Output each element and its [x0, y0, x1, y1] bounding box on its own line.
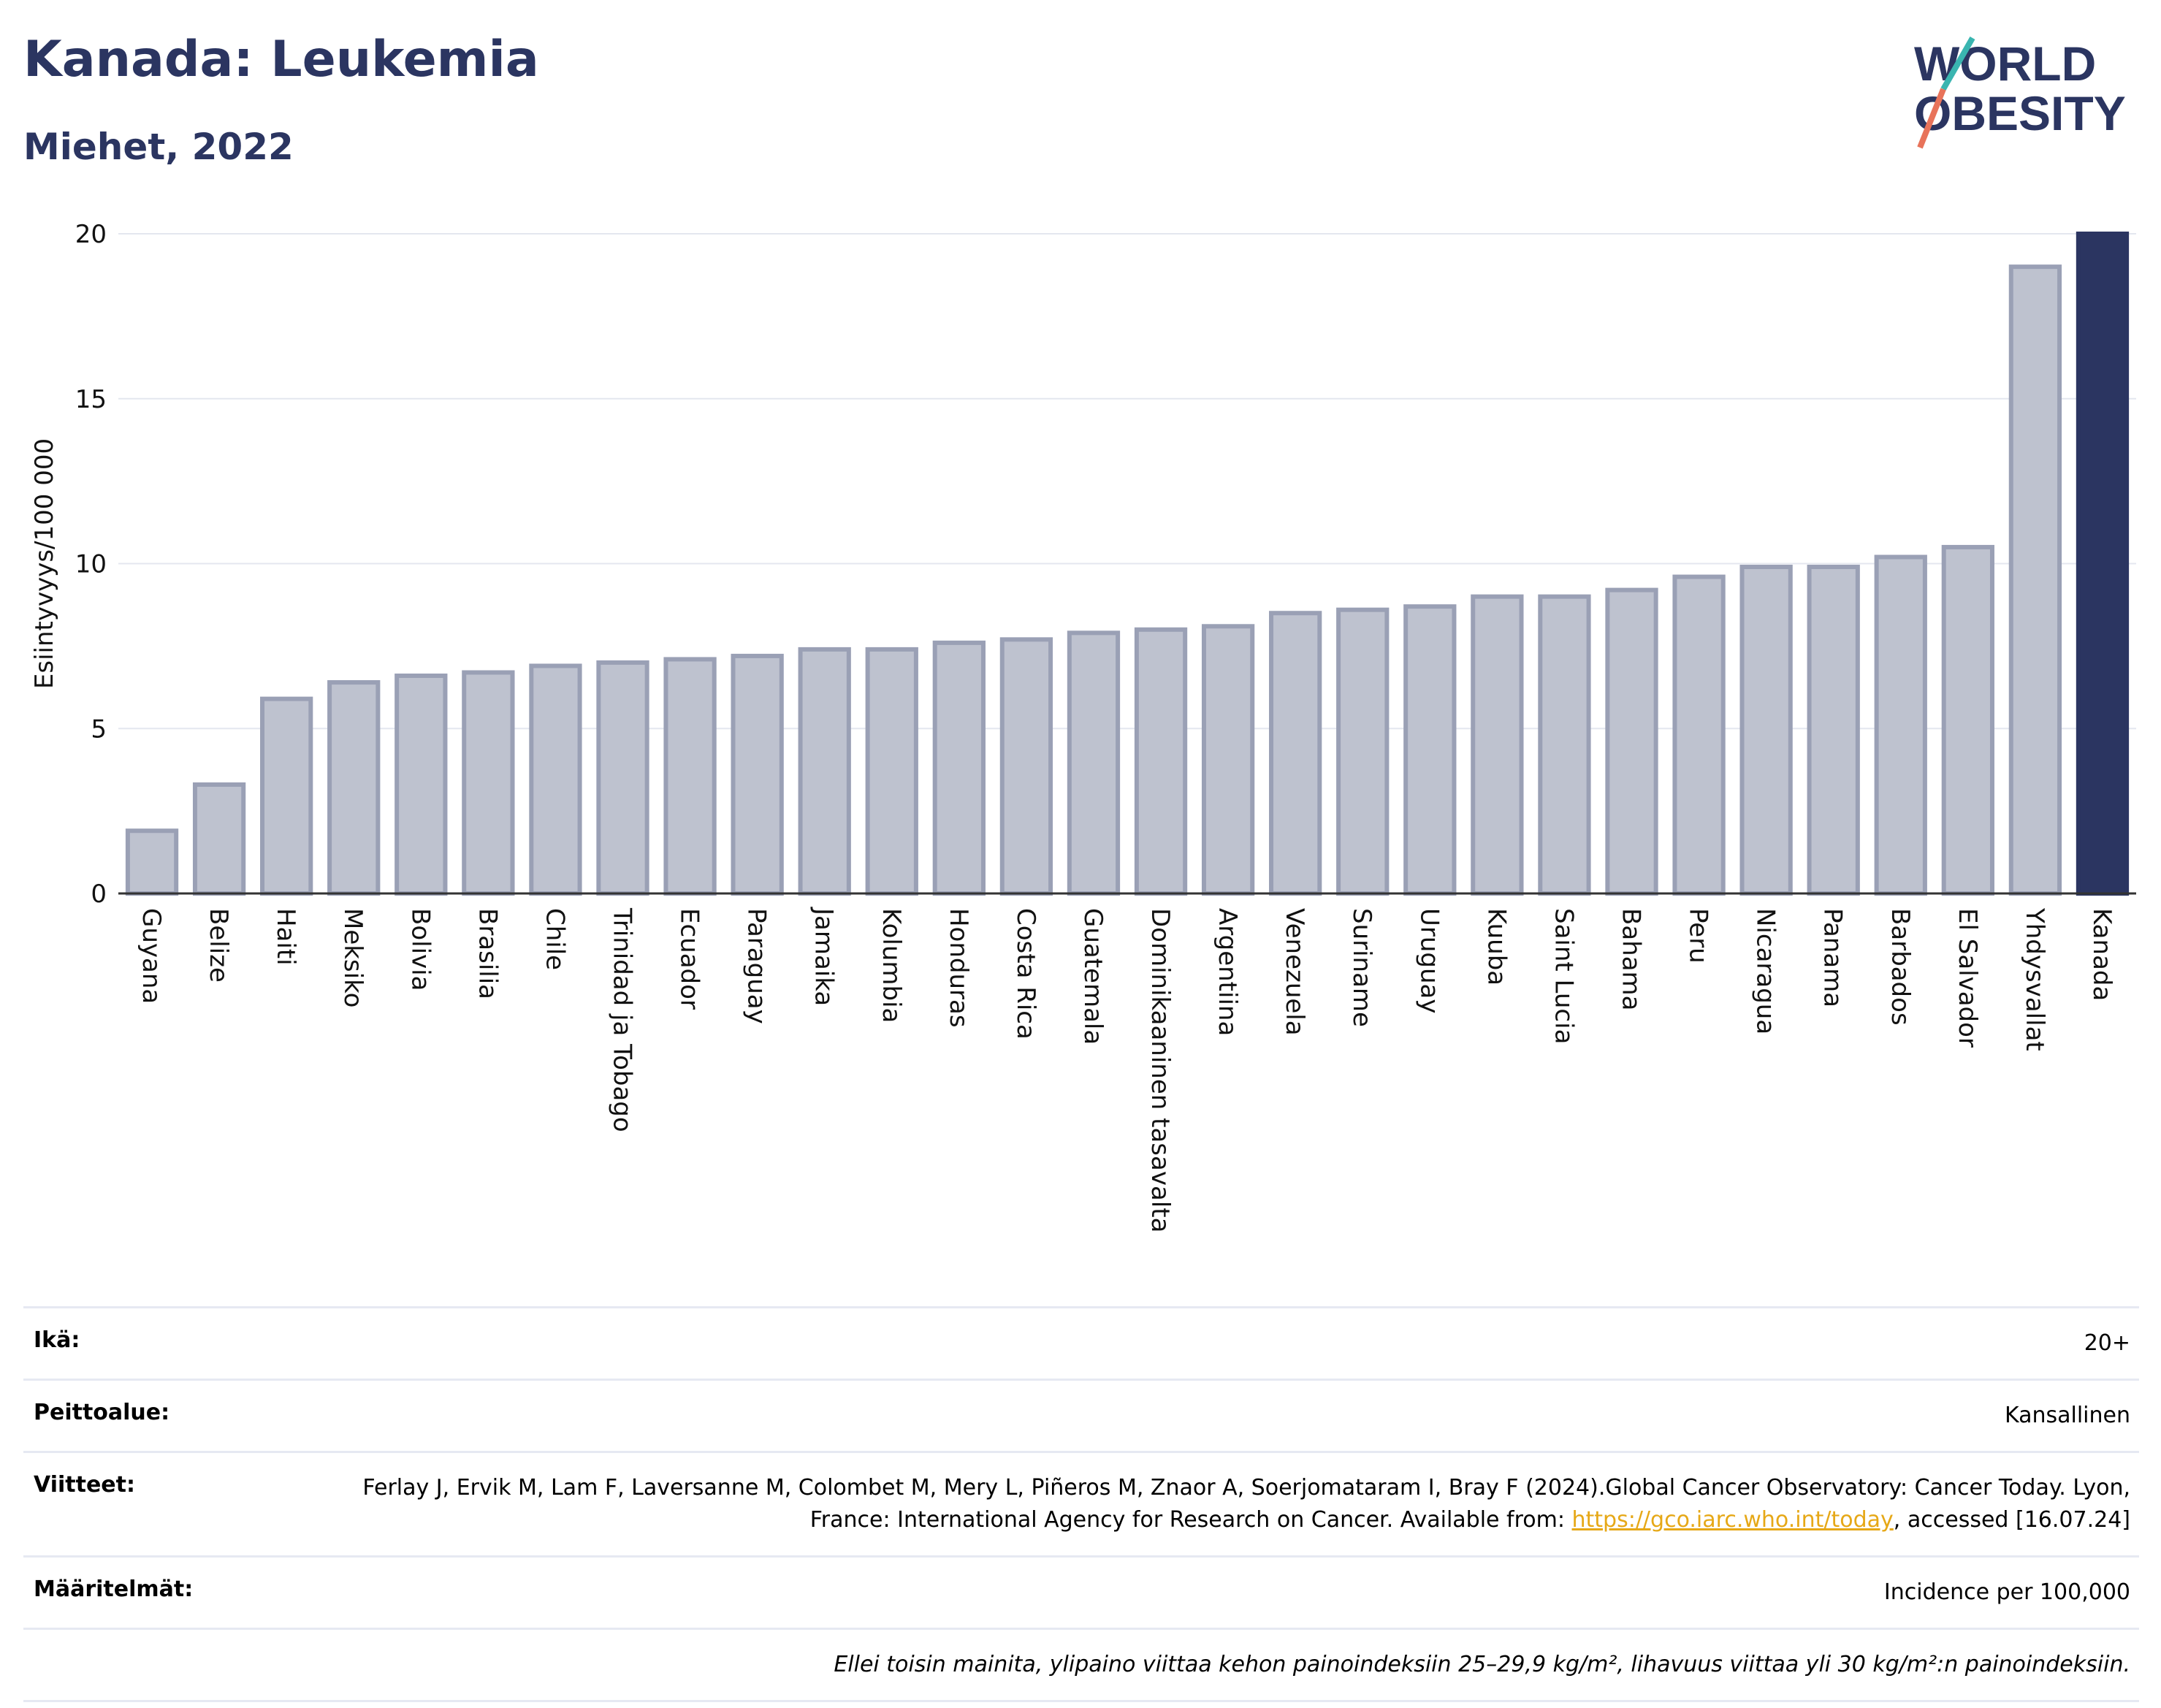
x-tick-label: Kolumbia — [877, 908, 906, 1023]
bar-chile — [529, 663, 582, 896]
x-tick-label: Chile — [540, 908, 569, 970]
y-tick-label: 10 — [75, 550, 107, 579]
bar-kuuba — [1471, 594, 1524, 896]
obesity-definition-note: Ellei toisin mainita, ylipaino viittaa k… — [834, 1652, 2130, 1677]
x-tick-label: Brasilia — [473, 908, 502, 999]
bars — [125, 232, 2130, 896]
x-tick-label: Saint Lucia — [1549, 908, 1578, 1044]
reference-link[interactable]: https://gco.iarc.who.int/today — [1571, 1507, 1894, 1533]
bar-kanada — [2076, 232, 2130, 896]
x-tick-label: Uruguay — [1414, 908, 1444, 1014]
x-tick-label: Costa Rica — [1011, 908, 1040, 1040]
meta-row-coverage: Peittoalue: Kansallinen — [23, 1379, 2139, 1451]
x-tick-label: El Salvador — [1953, 908, 1982, 1048]
meta-value: Incidence per 100,000 — [1883, 1579, 2130, 1605]
x-tick-label: Guyana — [137, 908, 166, 1004]
x-tick-label: Belize — [204, 908, 233, 983]
meta-row-age: Ikä: 20+ — [23, 1306, 2139, 1379]
bar-argentiina — [1201, 624, 1255, 896]
x-tick-label: Panama — [1818, 908, 1848, 1007]
bar-belize — [192, 782, 246, 896]
bar-guatemala — [1067, 630, 1121, 896]
bar-el-salvador — [1941, 544, 1994, 896]
x-tick-label: Trinidad ja Tobago — [608, 907, 637, 1132]
x-tick-label: Honduras — [944, 908, 973, 1028]
reference-accessed: , accessed [16.07.24] — [1893, 1507, 2130, 1533]
meta-value: 20+ — [2084, 1330, 2130, 1356]
bar-paraguay — [731, 653, 784, 896]
bar-guyana — [125, 828, 179, 896]
y-axis-label: Esiintyvyys/100 000 — [30, 438, 59, 689]
logo-slash-teal — [1940, 37, 1975, 91]
x-tick-label: Peru — [1684, 908, 1713, 964]
y-tick-label: 20 — [75, 220, 107, 249]
y-tick-label: 0 — [91, 880, 107, 909]
x-tick-label: Venezuela — [1280, 908, 1309, 1036]
y-axis-ticks: 0 5 10 15 20 — [75, 220, 107, 909]
y-tick-label: 5 — [91, 714, 107, 744]
world-obesity-logo: WORLD OBESITY — [1914, 37, 2126, 149]
bar-jamaika — [798, 647, 851, 896]
x-tick-label: Barbados — [1886, 908, 1915, 1026]
bar-chart: 0 5 10 15 20 Guyana Belize Haiti Meksiko Bolivia… — [30, 220, 2136, 1232]
meta-label: Peittoalue: — [34, 1400, 170, 1425]
bar-venezuela — [1269, 611, 1322, 896]
x-tick-label: Argentiina — [1213, 908, 1242, 1036]
chart-title: Kanada: Leukemia — [23, 31, 539, 88]
chart-subtitle: Miehet, 2022 — [23, 126, 294, 168]
x-tick-label: Yhdysvallat — [2020, 907, 2049, 1051]
x-tick-label: Nicaragua — [1751, 908, 1780, 1034]
meta-label: Ikä: — [34, 1327, 80, 1353]
bar-brasilia — [462, 670, 515, 896]
bar-barbados — [1874, 554, 1927, 896]
x-tick-label: Dominikaaninen tasavalta — [1146, 908, 1175, 1232]
bar-bolivia — [395, 674, 448, 896]
x-tick-label: Suriname — [1347, 908, 1376, 1027]
logo-line2: OBESITY — [1914, 86, 2126, 140]
x-tick-label: Jamaika — [809, 907, 839, 1006]
x-tick-label: Meksiko — [338, 908, 367, 1007]
meta-row-references: Viitteet: Ferlay J, Ervik M, Lam F, Lave… — [23, 1451, 2139, 1555]
bar-peru — [1672, 574, 1726, 896]
y-tick-label: 15 — [75, 385, 107, 414]
meta-label: Määritelmät: — [34, 1577, 194, 1602]
bar-saint-lucia — [1538, 594, 1591, 896]
bar-trinidad-ja-tobago — [596, 660, 649, 896]
meta-value: Ferlay J, Ervik M, Lam F, Laversanne M, … — [304, 1472, 2130, 1536]
x-tick-label: Kuuba — [1482, 908, 1511, 985]
meta-row-definitions: Määritelmät: Incidence per 100,000 — [23, 1555, 2139, 1628]
bar-nicaragua — [1739, 565, 1793, 896]
bar-dominikaaninen-tasavalta — [1134, 627, 1188, 896]
bar-yhdysvallat — [2008, 264, 2062, 896]
bar-panama — [1807, 565, 1860, 896]
x-tick-label: Bahama — [1617, 908, 1646, 1011]
x-axis-labels: Guyana Belize Haiti Meksiko Bolivia Brasilia C… — [137, 907, 2116, 1232]
bar-ecuador — [663, 657, 717, 896]
logo-slash-coral — [1917, 88, 1946, 149]
x-tick-label: Haiti — [271, 908, 300, 966]
bar-honduras — [932, 640, 986, 896]
bar-costa-rica — [999, 637, 1053, 896]
meta-value: Kansallinen — [2004, 1403, 2130, 1428]
reference-text: Ferlay J, Ervik M, Lam F, Laversanne M, … — [362, 1475, 2130, 1533]
bar-meksiko — [327, 680, 381, 896]
metadata-table: Ikä: 20+ Peittoalue: Kansallinen Viittee… — [23, 1306, 2139, 1702]
x-tick-label: Kanada — [2087, 908, 2116, 1001]
bar-suriname — [1336, 607, 1390, 896]
x-tick-label: Bolivia — [405, 908, 435, 991]
meta-label: Viitteet: — [34, 1472, 135, 1498]
x-tick-label: Ecuador — [675, 908, 704, 1010]
meta-row-note: Ellei toisin mainita, ylipaino viittaa k… — [23, 1628, 2139, 1702]
x-tick-label: Guatemala — [1078, 908, 1108, 1045]
bar-bahama — [1605, 587, 1658, 896]
bar-uruguay — [1403, 604, 1457, 896]
bar-haiti — [260, 696, 313, 896]
bar-kolumbia — [865, 647, 918, 896]
x-tick-label: Paraguay — [742, 908, 771, 1024]
